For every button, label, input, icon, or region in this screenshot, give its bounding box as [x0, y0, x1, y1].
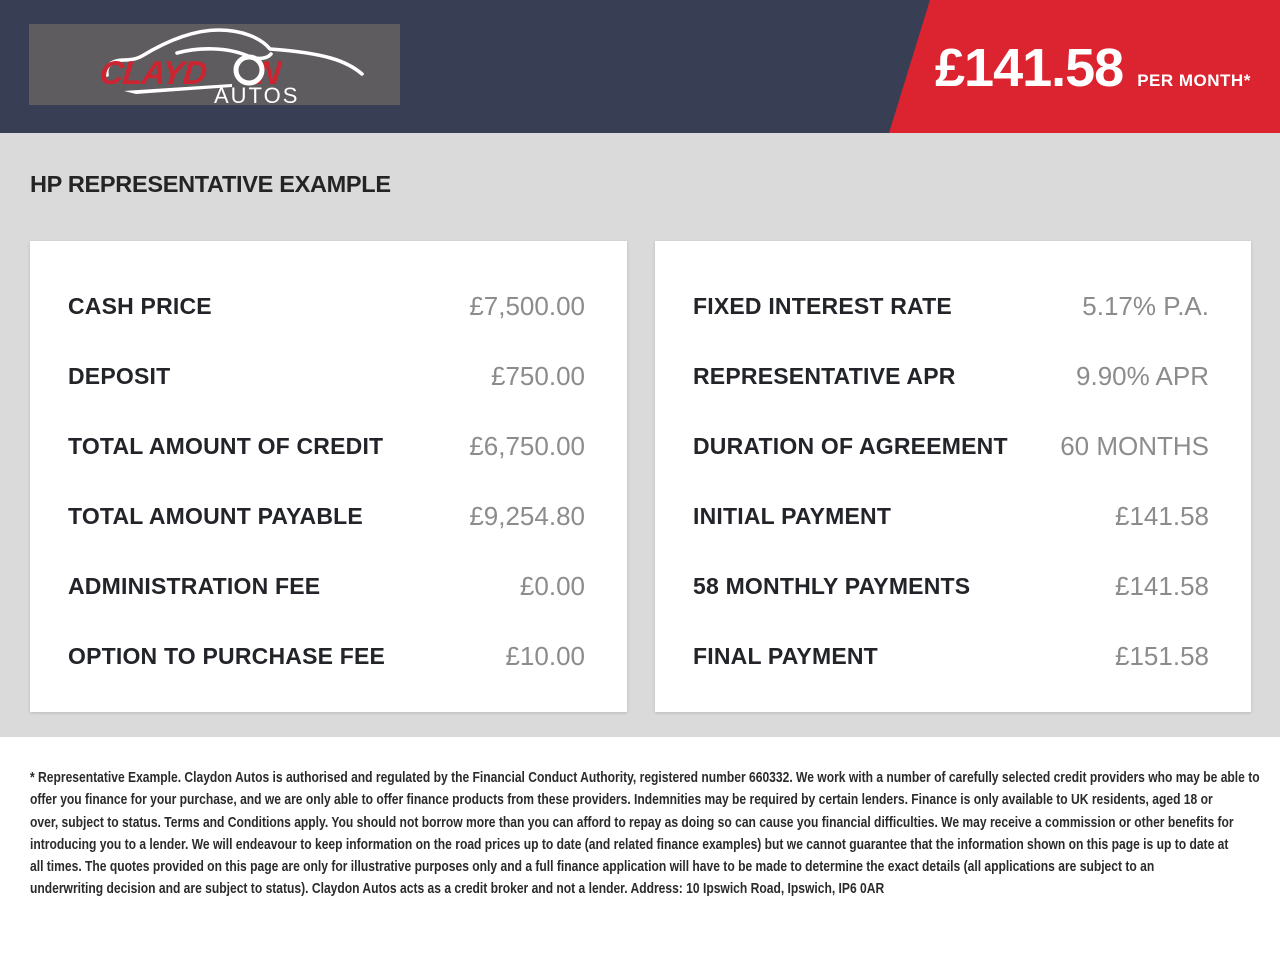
svg-text:AUTOS: AUTOS: [214, 83, 299, 105]
svg-text:CLAYD: CLAYD: [98, 55, 208, 92]
